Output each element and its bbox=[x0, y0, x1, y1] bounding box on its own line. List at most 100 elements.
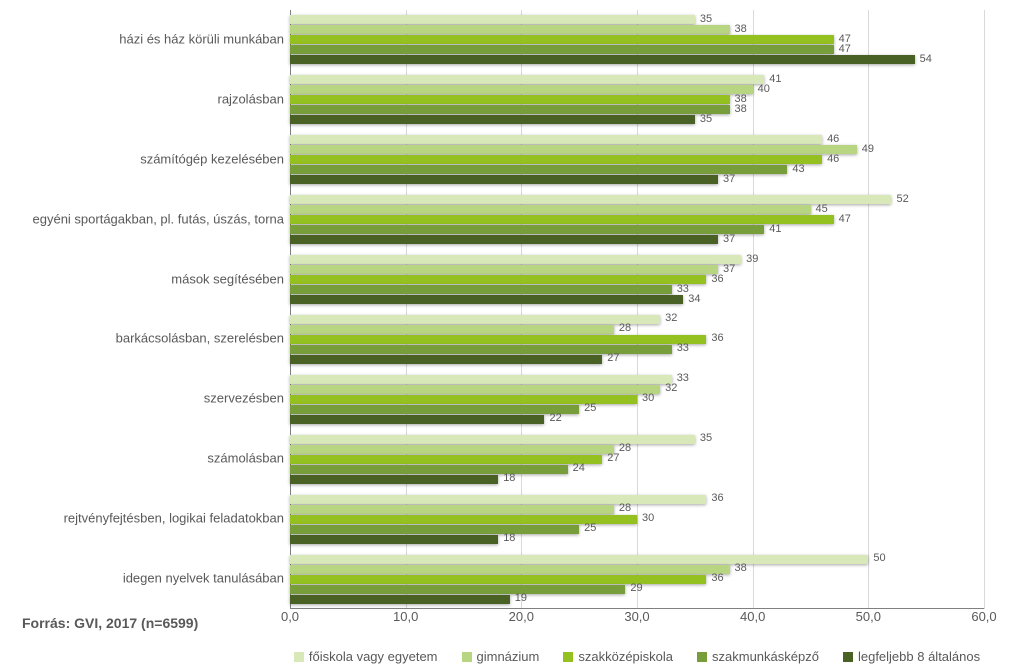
category-label: számítógép kezelésében bbox=[120, 151, 284, 168]
bar bbox=[290, 75, 764, 84]
bar-data-label: 24 bbox=[570, 462, 585, 474]
x-tick: 20,0 bbox=[509, 609, 534, 624]
legend-swatch bbox=[294, 652, 304, 662]
bar bbox=[290, 205, 811, 214]
bar-data-label: 25 bbox=[581, 522, 596, 534]
category-label: idegen nyelvek tanulásában bbox=[103, 571, 284, 588]
bar-data-label: 28 bbox=[616, 502, 631, 514]
bar-data-label: 36 bbox=[708, 273, 723, 285]
bar bbox=[290, 175, 718, 184]
bar bbox=[290, 585, 625, 594]
bar bbox=[290, 335, 706, 344]
skills-chart: 3538474754414038383546494643375245474137… bbox=[0, 0, 1024, 669]
x-tick: 10,0 bbox=[393, 609, 418, 624]
bar-data-label: 54 bbox=[917, 53, 932, 65]
bar bbox=[290, 555, 868, 564]
bar-data-label: 46 bbox=[824, 133, 839, 145]
bar-data-label: 18 bbox=[500, 472, 515, 484]
category-label: egyéni sportágakban, pl. futás, úszás, t… bbox=[13, 211, 285, 228]
bar-data-label: 27 bbox=[604, 352, 619, 364]
category-label: mások segítésében bbox=[151, 271, 284, 288]
bar-data-label: 40 bbox=[755, 83, 770, 95]
legend-label: főiskola vagy egyetem bbox=[309, 649, 438, 664]
bar-data-label: 47 bbox=[836, 213, 851, 225]
legend-item: legfeljebb 8 általános bbox=[843, 649, 980, 664]
bar bbox=[290, 15, 695, 24]
bar-data-label: 46 bbox=[824, 153, 839, 165]
bar bbox=[290, 405, 579, 414]
bar-data-label: 30 bbox=[639, 392, 654, 404]
bar-data-label: 19 bbox=[512, 592, 527, 604]
x-tick: 30,0 bbox=[624, 609, 649, 624]
bar bbox=[290, 135, 822, 144]
bar bbox=[290, 455, 602, 464]
bar-data-label: 50 bbox=[870, 552, 885, 564]
bar bbox=[290, 25, 730, 34]
bar-data-label: 30 bbox=[639, 512, 654, 524]
category-label: rajzolásban bbox=[198, 91, 285, 108]
x-axis-ticks: 0,010,020,030,040,050,060,0 bbox=[290, 609, 984, 629]
bar bbox=[290, 35, 834, 44]
bar bbox=[290, 445, 614, 454]
x-tick: 40,0 bbox=[740, 609, 765, 624]
bar-data-label: 35 bbox=[697, 113, 712, 125]
bar bbox=[290, 85, 753, 94]
bar bbox=[290, 285, 672, 294]
bar bbox=[290, 495, 706, 504]
bar-data-label: 38 bbox=[732, 562, 747, 574]
bar bbox=[290, 465, 568, 474]
bar bbox=[290, 565, 730, 574]
bar bbox=[290, 45, 834, 54]
bar-data-label: 22 bbox=[546, 412, 561, 424]
bar-data-label: 36 bbox=[708, 492, 723, 504]
category-labels: házi és ház körüli munkábanrajzolásbansz… bbox=[0, 10, 290, 609]
bar-data-label: 47 bbox=[836, 43, 851, 55]
bar-data-label: 32 bbox=[662, 382, 677, 394]
bar-data-label: 43 bbox=[789, 163, 804, 175]
bar bbox=[290, 505, 614, 514]
bar-data-label: 34 bbox=[685, 293, 700, 305]
bar bbox=[290, 265, 718, 274]
bar bbox=[290, 415, 544, 424]
bar bbox=[290, 145, 857, 154]
legend-item: szakközépiskola bbox=[563, 649, 673, 664]
bar bbox=[290, 595, 510, 604]
bar-data-label: 35 bbox=[697, 13, 712, 25]
bar-data-label: 38 bbox=[732, 103, 747, 115]
bar bbox=[290, 535, 498, 544]
category-label: szervezésben bbox=[184, 391, 284, 408]
category-label: barkácsolásban, szerelésben bbox=[96, 331, 284, 348]
bar bbox=[290, 475, 498, 484]
bar-data-label: 25 bbox=[581, 402, 596, 414]
bar bbox=[290, 225, 764, 234]
bar-data-label: 27 bbox=[604, 452, 619, 464]
legend-item: gimnázium bbox=[462, 649, 540, 664]
x-tick: 0,0 bbox=[281, 609, 299, 624]
bar-data-label: 49 bbox=[859, 143, 874, 155]
bar-data-label: 45 bbox=[813, 203, 828, 215]
bar bbox=[290, 55, 915, 64]
bar-data-label: 38 bbox=[732, 23, 747, 35]
legend: főiskola vagy egyetem gimnázium szakközépi… bbox=[290, 649, 984, 664]
bar bbox=[290, 165, 787, 174]
bar-data-label: 35 bbox=[697, 432, 712, 444]
bar-data-label: 41 bbox=[766, 223, 781, 235]
legend-label: gimnázium bbox=[477, 649, 540, 664]
legend-item: szakmunkásképző bbox=[697, 649, 819, 664]
bar-data-label: 28 bbox=[616, 322, 631, 334]
bar-data-label: 37 bbox=[720, 233, 735, 245]
legend-label: szakmunkásképző bbox=[712, 649, 819, 664]
bar-data-label: 32 bbox=[662, 312, 677, 324]
bar bbox=[290, 315, 660, 324]
legend-swatch bbox=[843, 652, 853, 662]
x-tick: 60,0 bbox=[971, 609, 996, 624]
plot-area: 3538474754414038383546494643375245474137… bbox=[290, 10, 984, 609]
bar bbox=[290, 375, 672, 384]
bar bbox=[290, 275, 706, 284]
bar-data-label: 36 bbox=[708, 572, 723, 584]
bar bbox=[290, 215, 834, 224]
legend-swatch bbox=[697, 652, 707, 662]
legend-item: főiskola vagy egyetem bbox=[294, 649, 438, 664]
legend-swatch bbox=[462, 652, 472, 662]
legend-label: legfeljebb 8 általános bbox=[858, 649, 980, 664]
